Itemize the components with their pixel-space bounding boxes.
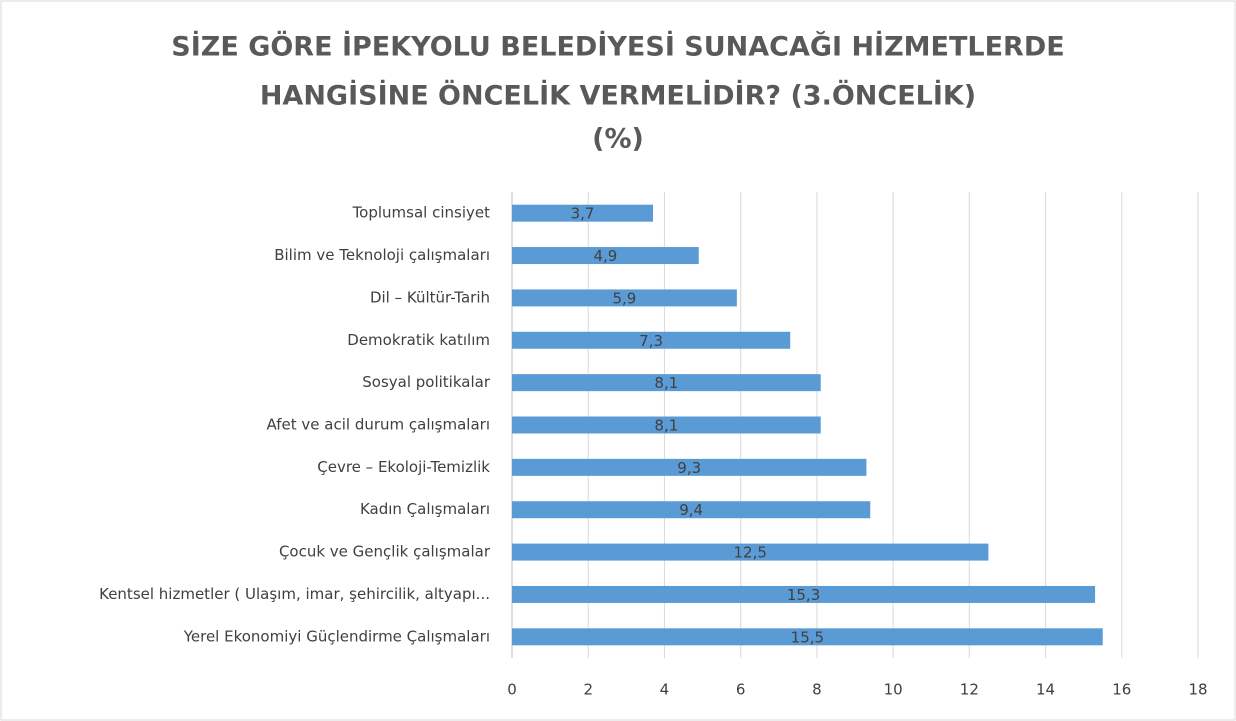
bar bbox=[512, 501, 871, 519]
data-label: 9,4 bbox=[679, 501, 703, 519]
data-label: 7,3 bbox=[639, 332, 663, 350]
y-tick-label: Demokratik katılım bbox=[347, 331, 490, 349]
data-label: 12,5 bbox=[733, 544, 766, 562]
x-tick-label: 18 bbox=[1188, 681, 1207, 699]
x-tick-label: 16 bbox=[1112, 681, 1131, 699]
y-tick-label: Bilim ve Teknoloji çalışmaları bbox=[274, 246, 490, 264]
data-label: 5,9 bbox=[612, 289, 636, 307]
data-label: 4,9 bbox=[593, 247, 617, 265]
chart-title: HANGİSİNE ÖNCELİK VERMELİDİR? (3.ÖNCELİK… bbox=[260, 79, 976, 112]
x-tick-label: 8 bbox=[812, 681, 822, 699]
x-tick-label: 10 bbox=[884, 681, 903, 699]
data-label: 9,3 bbox=[677, 459, 701, 477]
bar bbox=[512, 543, 989, 561]
y-tick-label: Çocuk ve Gençlik çalışmalar bbox=[279, 543, 491, 561]
y-tick-label: Çevre – Ekoloji-Temizlik bbox=[317, 458, 490, 476]
x-tick-label: 6 bbox=[736, 681, 746, 699]
bar bbox=[512, 374, 821, 392]
bar bbox=[512, 289, 737, 307]
bar bbox=[512, 416, 821, 434]
y-tick-label: Kadın Çalışmaları bbox=[360, 500, 490, 518]
data-label: 15,5 bbox=[791, 628, 824, 646]
x-tick-label: 2 bbox=[583, 681, 593, 699]
y-tick-label: Yerel Ekonomiyi Güçlendirme Çalışmaları bbox=[183, 627, 490, 645]
bar bbox=[512, 247, 699, 265]
bar bbox=[512, 585, 1096, 603]
y-tick-label: Toplumsal cinsiyet bbox=[352, 204, 491, 222]
data-label: 8,1 bbox=[654, 417, 678, 435]
bar bbox=[512, 331, 791, 349]
x-tick-label: 12 bbox=[960, 681, 979, 699]
chart-title: SİZE GÖRE İPEKYOLU BELEDİYESİ SUNACAĞI H… bbox=[171, 30, 1064, 63]
x-tick-label: 4 bbox=[660, 681, 670, 699]
chart-title: (%) bbox=[592, 124, 644, 155]
data-label: 8,1 bbox=[654, 374, 678, 392]
x-tick-label: 0 bbox=[507, 681, 517, 699]
y-tick-label: Afet ve acil durum çalışmaları bbox=[267, 416, 490, 434]
data-label: 3,7 bbox=[571, 205, 595, 223]
data-label: 15,3 bbox=[787, 586, 820, 604]
y-tick-label: Sosyal politikalar bbox=[362, 373, 491, 391]
bar bbox=[512, 204, 654, 222]
bar bbox=[512, 458, 867, 476]
y-tick-label: Dil – Kültür-Tarih bbox=[370, 288, 490, 306]
y-tick-label: Kentsel hizmetler ( Ulaşım, imar, şehirc… bbox=[99, 585, 490, 603]
x-tick-label: 14 bbox=[1036, 681, 1055, 699]
bar bbox=[512, 628, 1103, 646]
